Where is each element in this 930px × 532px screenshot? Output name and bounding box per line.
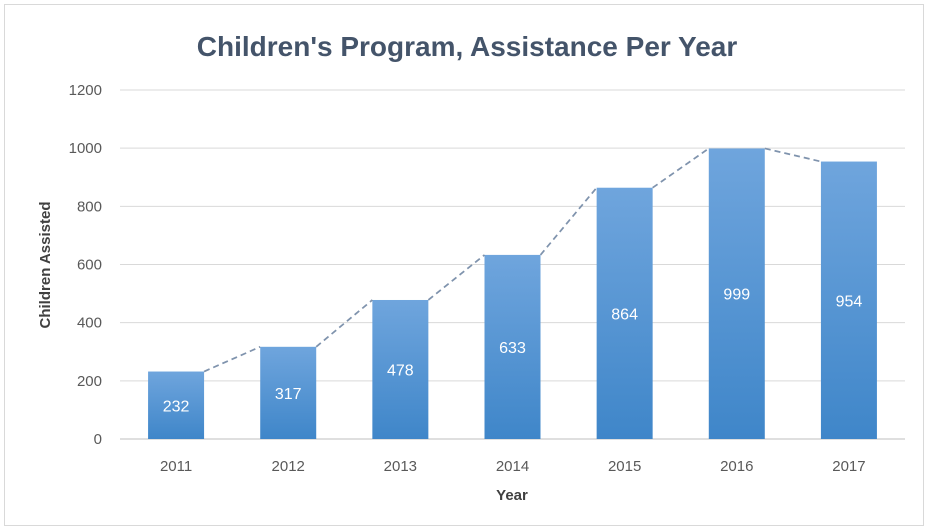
gridlines xyxy=(120,89,905,440)
trendline xyxy=(203,147,822,373)
trendline-segment xyxy=(539,187,598,256)
bar xyxy=(596,187,653,439)
y-tick-label: 200 xyxy=(77,373,102,390)
y-axis-ticks: 0 200 400 600 800 1000 1200 xyxy=(69,82,102,448)
bars xyxy=(148,148,877,440)
data-labels: 232 317 478 633 864 999 954 xyxy=(163,287,863,416)
y-axis-label: Children Assisted xyxy=(37,202,54,329)
bar xyxy=(372,299,429,439)
data-label: 999 xyxy=(723,287,750,304)
trendline-segment xyxy=(203,346,261,373)
data-label: 478 xyxy=(387,362,414,379)
data-label: 633 xyxy=(499,340,526,357)
bar xyxy=(484,254,541,439)
y-tick-label: 1000 xyxy=(69,140,102,157)
y-tick-label: 1200 xyxy=(69,82,102,99)
data-label: 864 xyxy=(611,306,638,323)
x-tick-label: 2011 xyxy=(160,458,192,475)
data-label: 232 xyxy=(163,398,190,415)
trendline-segment xyxy=(764,147,822,163)
trendline-segment xyxy=(652,147,710,189)
y-tick-label: 0 xyxy=(94,431,102,448)
x-tick-label: 2013 xyxy=(384,458,417,475)
x-axis-ticks: 2011 2012 2013 2014 2015 2016 2017 xyxy=(160,458,866,475)
data-label: 317 xyxy=(275,386,302,403)
x-tick-label: 2014 xyxy=(496,458,529,475)
y-tick-label: 600 xyxy=(77,257,102,274)
bar xyxy=(820,161,877,440)
bar xyxy=(148,371,205,439)
data-label: 954 xyxy=(836,293,863,310)
x-tick-label: 2015 xyxy=(608,458,641,475)
x-tick-label: 2017 xyxy=(832,458,865,475)
y-tick-label: 800 xyxy=(77,198,102,215)
bar xyxy=(708,148,765,439)
x-tick-label: 2012 xyxy=(272,458,305,475)
x-axis-label: Year xyxy=(496,487,528,504)
y-tick-label: 400 xyxy=(77,315,102,332)
bar xyxy=(260,346,317,439)
chart-title: Children's Program, Assistance Per Year xyxy=(197,31,738,62)
trendline-segment xyxy=(315,299,373,348)
trendline-segment xyxy=(427,254,486,301)
x-tick-label: 2016 xyxy=(720,458,753,475)
